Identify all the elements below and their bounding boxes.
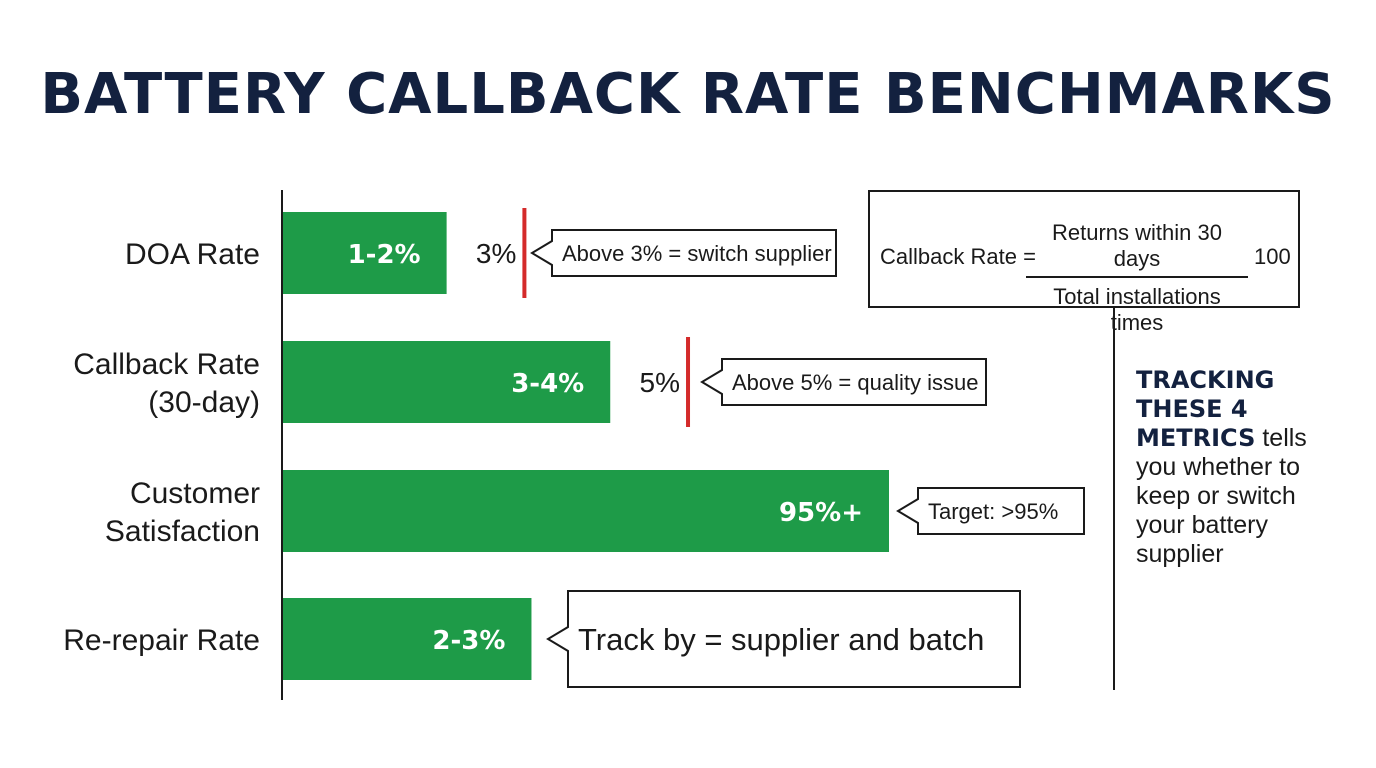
threshold-label: 3%	[476, 238, 516, 269]
callout-box	[530, 229, 837, 277]
vertical-divider	[1113, 308, 1115, 690]
bar	[283, 341, 611, 423]
chart-title: BATTERY CALLBACK RATE BENCHMARKS	[40, 62, 1336, 127]
callout-text: Track by = supplier and batch	[578, 622, 984, 657]
bar	[283, 470, 889, 552]
callout-text: Target: >95%	[928, 499, 1058, 524]
category-label: Customer	[130, 477, 260, 510]
category-label: (30-day)	[148, 386, 260, 419]
side-note-text: tells you whether to keep or switch your…	[1136, 424, 1307, 568]
formula-fraction: Returns within 30 days Total installatio…	[1026, 220, 1248, 336]
bar	[283, 598, 532, 680]
fraction-line	[1026, 276, 1248, 278]
category-label: Satisfaction	[105, 515, 260, 548]
bar	[283, 212, 447, 294]
side-note: TRACKING THESE 4 METRICS tells you wheth…	[1136, 366, 1336, 569]
side-note-strong: TRACKING THESE 4 METRICS	[1136, 366, 1275, 452]
callout-box	[546, 590, 1021, 688]
formula-numerator: Returns within 30 days	[1052, 220, 1222, 271]
callout-text: Above 3% = switch supplier	[562, 241, 832, 266]
threshold-marker	[522, 208, 527, 298]
formula-box: Callback Rate = Returns within 30 days T…	[868, 190, 1300, 335]
bar-value-label: 2-3%	[432, 626, 505, 656]
category-label: DOA Rate	[125, 238, 260, 271]
category-label: Callback Rate	[73, 348, 260, 381]
threshold-label: 5%	[640, 367, 680, 398]
callout-box	[896, 487, 1085, 535]
callout-text: Above 5% = quality issue	[732, 370, 978, 395]
threshold-marker	[686, 337, 691, 427]
category-label: Re-repair Rate	[63, 624, 260, 657]
bar-value-label: 95%+	[779, 498, 863, 528]
formula-denominator: Total installations times	[1053, 284, 1221, 335]
formula-multiplier: 100	[1254, 244, 1291, 269]
bar-value-label: 3-4%	[511, 369, 584, 399]
bar-value-label: 1-2%	[348, 240, 421, 270]
formula-lhs: Callback Rate =	[880, 244, 1036, 269]
callout-box	[700, 358, 987, 406]
